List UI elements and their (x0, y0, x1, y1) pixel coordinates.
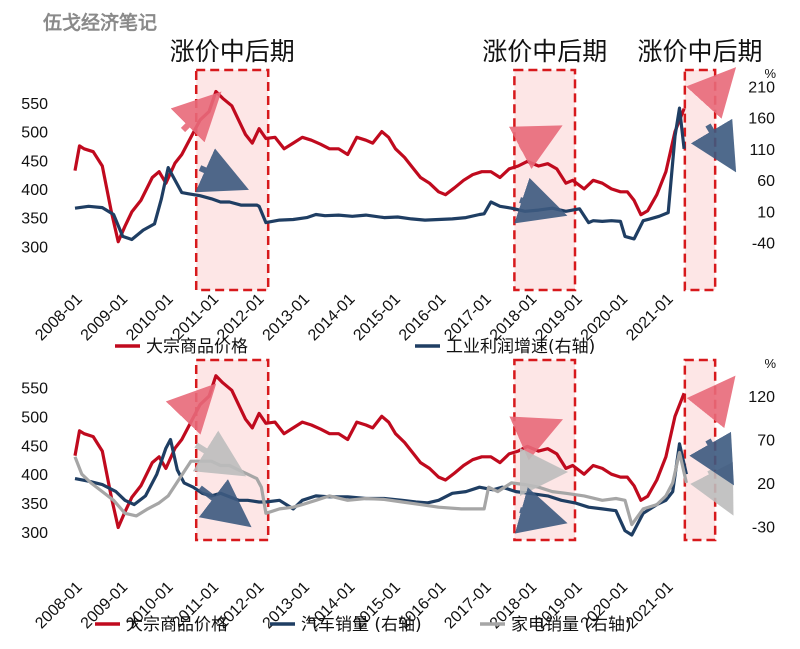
x-tick-label: 2015-01 (350, 291, 404, 345)
y-right-unit: % (764, 66, 776, 81)
watermark-text: 伍戈经济笔记 (43, 12, 158, 34)
trend-arrow (686, 67, 737, 119)
y-right-unit: % (764, 356, 776, 371)
y-right-tick-label: -40 (752, 236, 775, 253)
x-tick-label: 2014-01 (305, 291, 359, 345)
trend-arrow (689, 431, 734, 486)
y-left-tick-label: 550 (21, 380, 48, 397)
y-left-tick-label: 400 (21, 467, 48, 484)
series-line (73, 374, 686, 530)
trend-arrow (198, 479, 252, 528)
y-right-tick-label: 120 (748, 389, 775, 406)
x-tick-label: 2016-01 (396, 291, 450, 345)
trend-arrow (686, 375, 736, 429)
highlight-period-label: 涨价中后期 (170, 37, 295, 66)
y-left-tick-label: 500 (21, 125, 48, 142)
y-left-tick-label: 300 (21, 239, 48, 256)
highlight-period-label: 涨价中后期 (482, 37, 607, 66)
series-line (74, 437, 688, 537)
x-tick-label: 2008-01 (32, 291, 86, 345)
trend-arrow (165, 383, 217, 435)
y-right-tick-label: 210 (748, 79, 775, 96)
y-left-tick-label: 500 (21, 409, 48, 426)
y-right-tick-label: 70 (757, 432, 775, 449)
y-right-tick-label: 110 (749, 142, 775, 159)
x-tick-label: 2009-01 (78, 291, 132, 345)
highlight-period-label: 涨价中后期 (637, 37, 762, 66)
legend-label: 家电销量 (右轴) (511, 615, 632, 635)
legend-label: 大宗商品价格 (126, 615, 228, 635)
y-left-tick-label: 350 (21, 211, 48, 228)
trend-arrow (192, 430, 247, 477)
trend-arrow (170, 91, 222, 143)
y-left-tick-label: 550 (21, 96, 48, 113)
series-line (74, 106, 686, 242)
legend-label: 大宗商品价格 (146, 337, 248, 357)
x-tick-label: 2013-01 (260, 291, 314, 345)
y-right-tick-label: 60 (757, 173, 775, 190)
series-line (73, 89, 686, 244)
y-right-tick-label: 20 (757, 476, 775, 493)
y-right-tick-label: 10 (757, 204, 775, 221)
x-tick-label: 2021-01 (623, 291, 677, 345)
y-left-tick-label: 350 (21, 496, 48, 513)
legend-label: 汽车销量 (右轴) (301, 615, 422, 635)
trend-arrow (514, 487, 568, 534)
x-tick-label: 2011-01 (169, 291, 222, 344)
highlight-period-box (513, 68, 577, 292)
trend-arrow (514, 177, 568, 224)
highlight-period-box (683, 68, 717, 292)
y-right-tick-label: 160 (748, 111, 775, 128)
trend-arrow (508, 125, 563, 170)
legend-label: 工业利润增速(右轴) (446, 337, 595, 357)
trend-arrow (195, 148, 249, 193)
y-left-tick-label: 300 (21, 525, 48, 542)
y-right-tick-label: -30 (752, 519, 775, 536)
y-left-tick-label: 400 (21, 182, 48, 199)
trend-arrow (690, 118, 737, 173)
y-left-tick-label: 450 (21, 153, 48, 170)
y-left-tick-label: 450 (21, 438, 48, 455)
x-tick-label: 2008-01 (32, 579, 86, 633)
trend-arrow (509, 416, 563, 461)
series-line (73, 450, 688, 527)
